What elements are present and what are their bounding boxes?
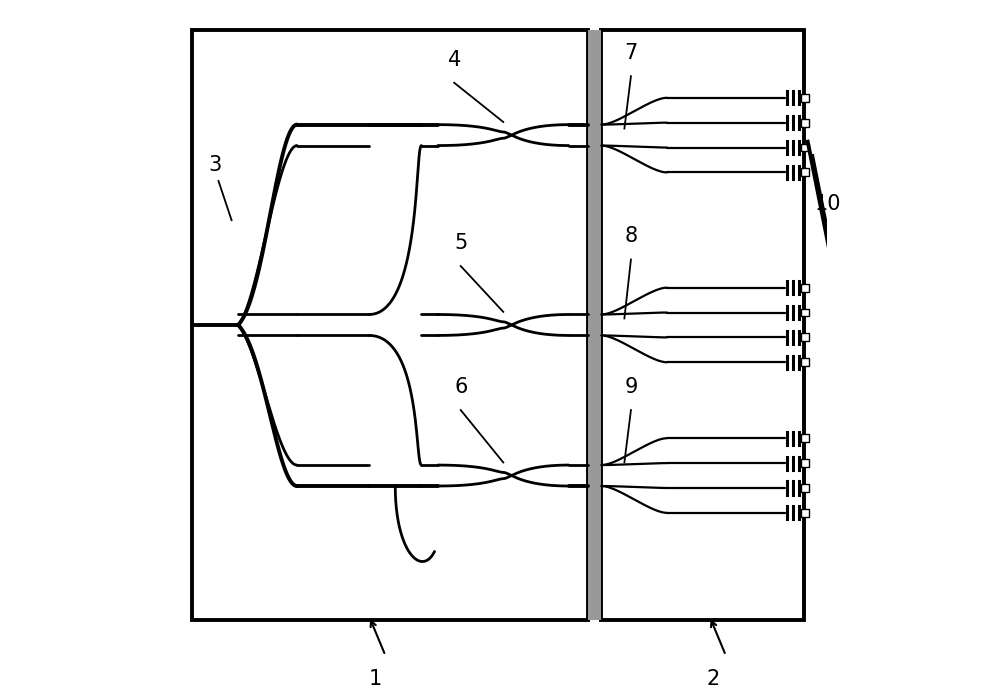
Text: 5: 5: [454, 233, 467, 253]
Bar: [801, 359, 809, 366]
Bar: [801, 509, 809, 517]
Bar: [192, 30, 588, 620]
Text: 6: 6: [454, 377, 467, 397]
Bar: [588, 30, 601, 620]
Bar: [801, 94, 809, 102]
Bar: [801, 119, 809, 126]
Text: 4: 4: [448, 50, 461, 70]
Bar: [601, 30, 804, 620]
Bar: [801, 169, 809, 176]
Text: 7: 7: [624, 43, 638, 63]
Bar: [801, 460, 809, 467]
Text: 1: 1: [369, 669, 382, 689]
Bar: [801, 484, 809, 492]
Text: 10: 10: [814, 194, 841, 214]
Bar: [801, 284, 809, 292]
Bar: [801, 309, 809, 316]
Text: 2: 2: [706, 669, 719, 689]
Text: 3: 3: [209, 155, 222, 175]
Text: 9: 9: [624, 377, 638, 397]
Bar: [801, 334, 809, 341]
Text: 8: 8: [624, 227, 637, 247]
Bar: [801, 144, 809, 151]
Bar: [801, 435, 809, 442]
